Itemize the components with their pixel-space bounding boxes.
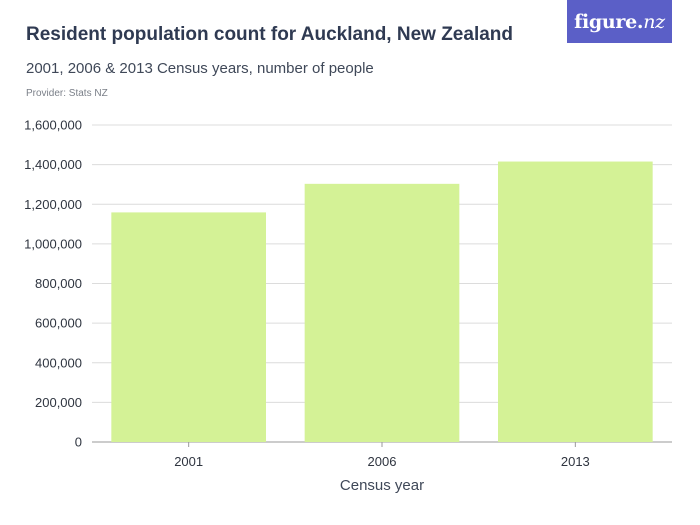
figure-nz-logo[interactable]: figure. nz — [567, 0, 672, 43]
y-tick-label: 600,000 — [35, 316, 82, 331]
y-tick-label: 200,000 — [35, 395, 82, 410]
bar-2001[interactable] — [111, 212, 266, 442]
y-tick-label: 1,000,000 — [24, 236, 82, 251]
chart-title: Resident population count for Auckland, … — [26, 24, 513, 45]
bar-2013[interactable] — [498, 161, 653, 442]
x-tick-label: 2001 — [174, 454, 203, 469]
logo-text: figure. — [574, 10, 644, 33]
chart-subtitle: 2001, 2006 & 2013 Census years, number o… — [26, 60, 374, 77]
y-tick-label: 1,200,000 — [24, 197, 82, 212]
y-tick-label: 1,400,000 — [24, 157, 82, 172]
y-tick-label: 0 — [75, 435, 82, 450]
x-tick-label: 2006 — [368, 454, 397, 469]
y-axis-ticks: 0 200,000 400,000 600,000 800,000 1,000,000 1,… — [24, 118, 82, 450]
y-tick-label: 400,000 — [35, 355, 82, 370]
bar-2006[interactable] — [304, 183, 460, 442]
data-provider: Provider: Stats NZ — [26, 88, 108, 99]
x-tick-label: 2013 — [561, 454, 590, 469]
x-axis-title: Census year — [340, 477, 424, 494]
x-axis-ticks: 2001 2006 2013 — [174, 442, 590, 469]
bars — [111, 161, 653, 442]
logo-accent-text: nz — [643, 10, 665, 33]
y-tick-label: 800,000 — [35, 276, 82, 291]
y-tick-label: 1,600,000 — [24, 118, 82, 133]
